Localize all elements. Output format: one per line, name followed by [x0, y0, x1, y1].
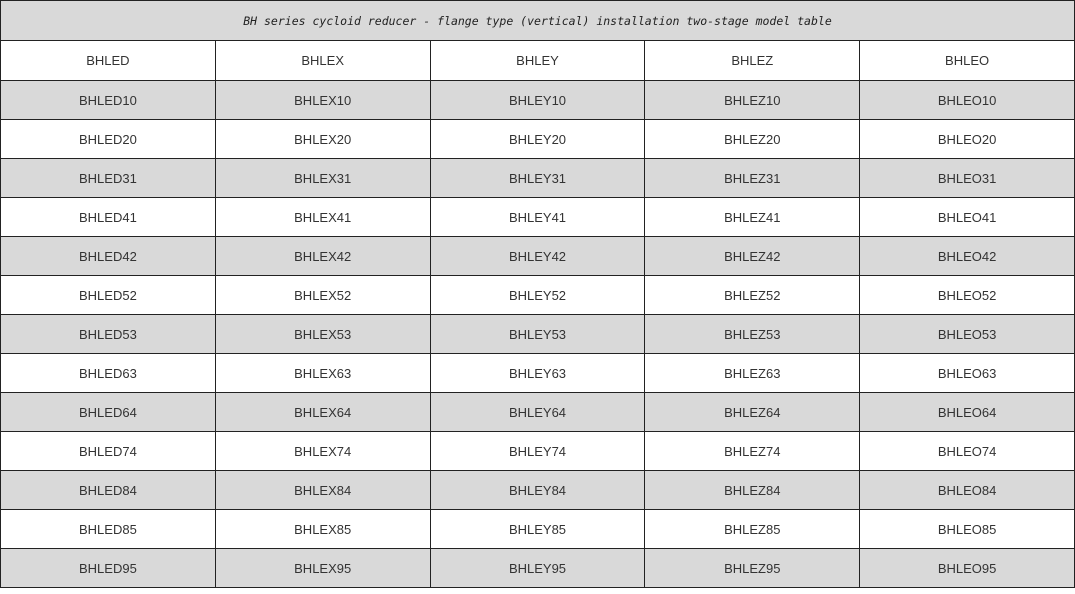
table-cell: BHLEX42	[214, 236, 431, 276]
table-cell: BHLEY63	[429, 353, 646, 393]
table-cell: BHLEO41	[859, 197, 1075, 237]
table-cell: BHLED42	[0, 236, 216, 276]
table-cell: BHLED64	[0, 392, 216, 432]
table-cell: BHLEO31	[859, 158, 1075, 198]
table-cell: BHLEZ84	[644, 470, 861, 510]
table-cell: BHLEO74	[859, 431, 1075, 471]
table-cell: BHLEZ53	[644, 314, 861, 354]
table-cell: BHLEZ85	[644, 509, 861, 549]
column-header: BHLEY	[429, 40, 646, 81]
table-cell: BHLEZ64	[644, 392, 861, 432]
table-cell: BHLEX20	[214, 119, 431, 159]
column-header: BHLEO	[859, 40, 1075, 81]
table-row: BHLED84 BHLEX84 BHLEY84 BHLEZ84 BHLEO84	[0, 470, 1075, 510]
table-cell: BHLED10	[0, 80, 216, 120]
table-cell: BHLED41	[0, 197, 216, 237]
table-cell: BHLEO64	[859, 392, 1075, 432]
table-cell: BHLEX63	[214, 353, 431, 393]
table-cell: BHLED31	[0, 158, 216, 198]
table-cell: BHLEY64	[429, 392, 646, 432]
table-cell: BHLEY52	[429, 275, 646, 315]
table-cell: BHLEY20	[429, 119, 646, 159]
table-cell: BHLED74	[0, 431, 216, 471]
table-title: BH series cycloid reducer - flange type …	[0, 0, 1075, 41]
table-row: BHLED63 BHLEX63 BHLEY63 BHLEZ63 BHLEO63	[0, 353, 1075, 393]
table-cell: BHLEO95	[859, 548, 1075, 588]
table-cell: BHLEZ63	[644, 353, 861, 393]
table-cell: BHLEX52	[214, 275, 431, 315]
table-cell: BHLEO53	[859, 314, 1075, 354]
table-cell: BHLEZ95	[644, 548, 861, 588]
table-cell: BHLED95	[0, 548, 216, 588]
table-cell: BHLED53	[0, 314, 216, 354]
table-cell: BHLEX10	[214, 80, 431, 120]
table-cell: BHLED52	[0, 275, 216, 315]
table-cell: BHLEZ74	[644, 431, 861, 471]
table-cell: BHLEX74	[214, 431, 431, 471]
table-row: BHLED85 BHLEX85 BHLEY85 BHLEZ85 BHLEO85	[0, 509, 1075, 549]
table-cell: BHLEY41	[429, 197, 646, 237]
table-cell: BHLEX85	[214, 509, 431, 549]
table-cell: BHLEO85	[859, 509, 1075, 549]
table-row: BHLED74 BHLEX74 BHLEY74 BHLEZ74 BHLEO74	[0, 431, 1075, 471]
table-cell: BHLEX64	[214, 392, 431, 432]
table-cell: BHLEO42	[859, 236, 1075, 276]
table-row: BHLED42 BHLEX42 BHLEY42 BHLEZ42 BHLEO42	[0, 236, 1075, 276]
table-cell: BHLEZ20	[644, 119, 861, 159]
table-cell: BHLEO20	[859, 119, 1075, 159]
table-row: BHLED52 BHLEX52 BHLEY52 BHLEZ52 BHLEO52	[0, 275, 1075, 315]
table-row: BHLED20 BHLEX20 BHLEY20 BHLEZ20 BHLEO20	[0, 119, 1075, 159]
table-cell: BHLEY42	[429, 236, 646, 276]
header-row: BHLED BHLEX BHLEY BHLEZ BHLEO	[0, 40, 1075, 81]
table-cell: BHLEY31	[429, 158, 646, 198]
table-cell: BHLEZ31	[644, 158, 861, 198]
table-cell: BHLEZ41	[644, 197, 861, 237]
column-header: BHLED	[0, 40, 216, 81]
table-cell: BHLEY95	[429, 548, 646, 588]
table-cell: BHLEY84	[429, 470, 646, 510]
table-cell: BHLEY10	[429, 80, 646, 120]
table-cell: BHLEX84	[214, 470, 431, 510]
table-cell: BHLEY85	[429, 509, 646, 549]
table-cell: BHLEZ42	[644, 236, 861, 276]
table-row: BHLED10 BHLEX10 BHLEY10 BHLEZ10 BHLEO10	[0, 80, 1075, 120]
table-cell: BHLED20	[0, 119, 216, 159]
table-cell: BHLEX31	[214, 158, 431, 198]
table-cell: BHLEX41	[214, 197, 431, 237]
table-cell: BHLEY53	[429, 314, 646, 354]
table-cell: BHLEZ10	[644, 80, 861, 120]
column-header: BHLEX	[214, 40, 431, 81]
table-row: BHLED41 BHLEX41 BHLEY41 BHLEZ41 BHLEO41	[0, 197, 1075, 237]
table-row: BHLED31 BHLEX31 BHLEY31 BHLEZ31 BHLEO31	[0, 158, 1075, 198]
table-cell: BHLEY74	[429, 431, 646, 471]
table-row: BHLED53 BHLEX53 BHLEY53 BHLEZ53 BHLEO53	[0, 314, 1075, 354]
table-row: BHLED64 BHLEX64 BHLEY64 BHLEZ64 BHLEO64	[0, 392, 1075, 432]
table-cell: BHLEO10	[859, 80, 1075, 120]
table-cell: BHLED63	[0, 353, 216, 393]
table-cell: BHLED84	[0, 470, 216, 510]
table-cell: BHLEX95	[214, 548, 431, 588]
title-row: BH series cycloid reducer - flange type …	[0, 0, 1075, 41]
table-cell: BHLEO52	[859, 275, 1075, 315]
column-header: BHLEZ	[644, 40, 861, 81]
table-cell: BHLED85	[0, 509, 216, 549]
table-row: BHLED95 BHLEX95 BHLEY95 BHLEZ95 BHLEO95	[0, 548, 1075, 588]
table-cell: BHLEO63	[859, 353, 1075, 393]
table-cell: BHLEX53	[214, 314, 431, 354]
table-cell: BHLEO84	[859, 470, 1075, 510]
table-cell: BHLEZ52	[644, 275, 861, 315]
